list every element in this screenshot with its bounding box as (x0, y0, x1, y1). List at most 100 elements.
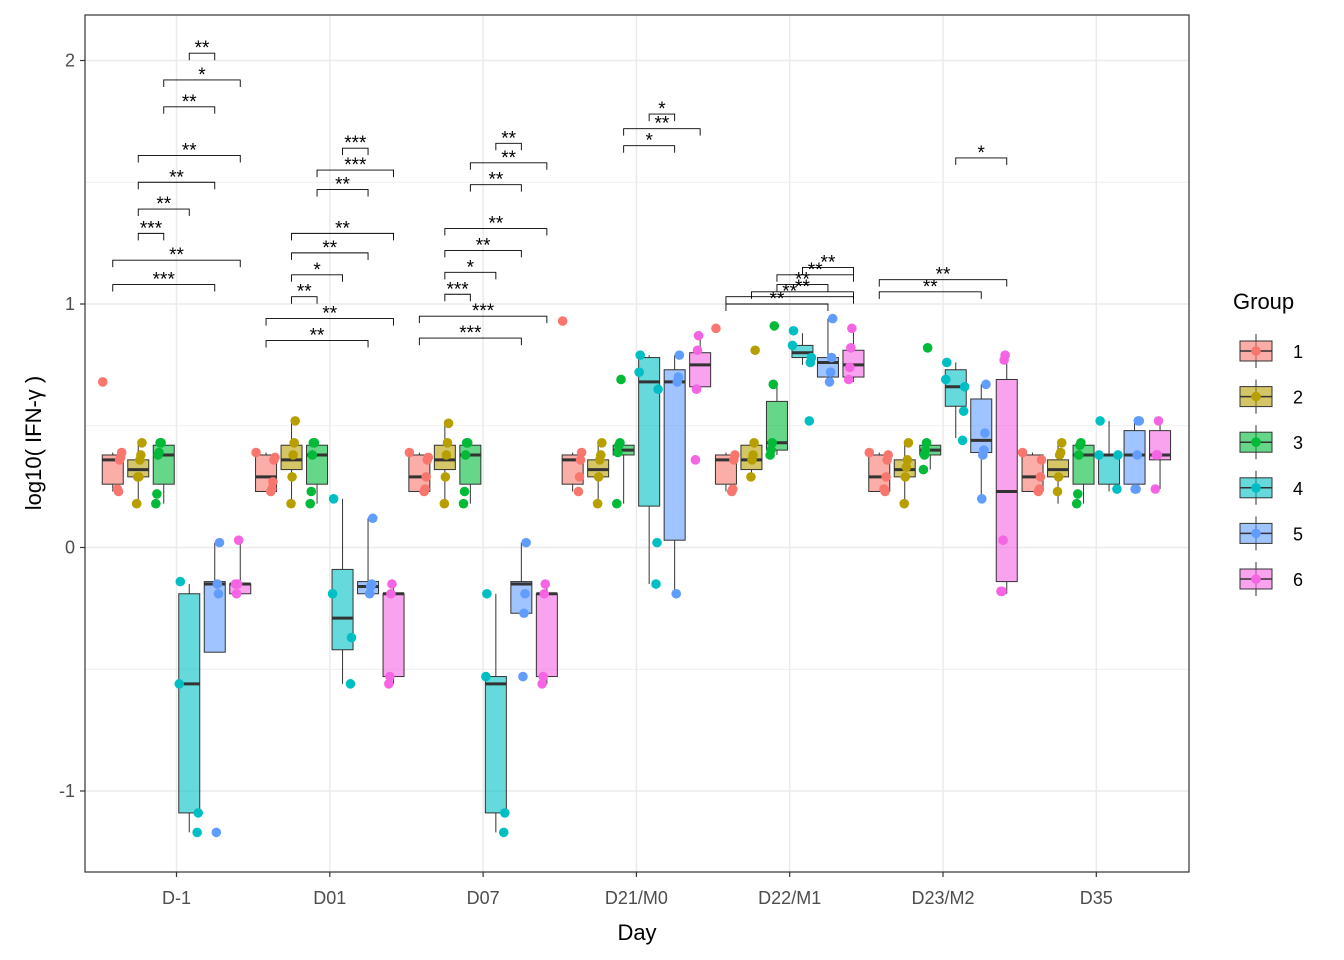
data-point (921, 437, 932, 448)
significance-bracket (648, 113, 676, 122)
significance-label: ** (488, 170, 503, 191)
data-point (593, 472, 604, 482)
significance-label: ** (182, 92, 197, 113)
significance-bracket (955, 157, 1008, 165)
significance-label: ** (808, 260, 823, 281)
legend-item-5: 5 (1239, 516, 1303, 551)
significance-label: ** (169, 167, 184, 188)
data-point (899, 498, 910, 509)
legend-label: 3 (1293, 433, 1303, 453)
legend: Group 1 2 3 4 5 6 (1233, 289, 1303, 596)
significance-label: *** (472, 301, 495, 322)
data-point (613, 447, 623, 458)
data-point (711, 323, 721, 334)
data-point (919, 450, 930, 460)
data-point (671, 588, 682, 599)
data-point (594, 455, 605, 465)
data-point (903, 437, 914, 448)
data-point (844, 362, 855, 373)
x-tick-label: D-1 (162, 888, 191, 908)
data-point (616, 374, 626, 385)
x-axis: D-1 D01 D07 D21/M0 D22/M1 D23/M2 D35 (162, 872, 1113, 908)
x-tick-label: D23/M2 (911, 888, 974, 908)
data-point (540, 579, 551, 589)
data-point (690, 455, 701, 465)
significance-bracket (112, 259, 241, 268)
box-group-6 (995, 355, 1018, 594)
data-point (367, 513, 378, 524)
data-point (847, 323, 857, 334)
significance-bracket (291, 252, 369, 260)
data-point (691, 384, 702, 395)
legend-key-point (1251, 346, 1261, 356)
y-axis-title: log10( IFN-γ ) (21, 376, 46, 510)
significance-bracket (444, 228, 548, 236)
box-group-5 (816, 318, 839, 382)
significance-label: *** (344, 133, 367, 154)
box-group-5 (663, 355, 686, 592)
data-point (1075, 440, 1085, 451)
data-point (193, 808, 203, 818)
significance-bracket (623, 128, 701, 136)
significance-bracket (623, 145, 676, 153)
significance-label: *** (447, 279, 470, 300)
data-point (404, 447, 415, 458)
box (663, 369, 686, 541)
box-group-6 (382, 584, 405, 684)
significance-label: * (645, 131, 653, 152)
significance-bracket (316, 169, 394, 178)
significance-bracket (291, 274, 343, 282)
data-point (958, 406, 969, 416)
significance-bracket (495, 142, 522, 151)
data-point (901, 462, 912, 472)
data-point (612, 498, 622, 509)
significance-label: ** (488, 214, 503, 235)
significance-label: ** (156, 194, 171, 215)
significance-label: ** (795, 270, 810, 291)
legend-item-1: 1 (1239, 334, 1303, 368)
significance-label: ** (936, 265, 951, 286)
data-point (1133, 416, 1144, 426)
significance-bracket (342, 147, 369, 156)
significance-bracket (469, 162, 548, 170)
data-point (672, 377, 683, 387)
data-point (460, 450, 471, 460)
data-point (746, 472, 756, 482)
data-point (592, 498, 603, 509)
data-point (1053, 472, 1064, 482)
data-point (131, 498, 142, 509)
legend-label: 2 (1293, 388, 1303, 408)
significance-label: ** (782, 282, 797, 303)
significance-label: ** (195, 38, 210, 59)
data-point (175, 576, 186, 587)
significance-layer: ****************************************… (112, 38, 1008, 348)
data-point (151, 498, 161, 509)
data-point (693, 330, 704, 341)
data-point (769, 321, 780, 331)
data-point (268, 476, 278, 487)
box-group-1 (868, 452, 891, 492)
data-point (726, 486, 737, 497)
legend-key-point (1251, 528, 1261, 539)
y-tick-label: -1 (59, 781, 75, 801)
significance-label: ** (335, 218, 350, 239)
data-point (1153, 416, 1164, 426)
data-point (768, 379, 779, 390)
data-point (537, 679, 547, 689)
significance-label: ** (182, 140, 197, 161)
data-point (365, 581, 376, 592)
y-axis: -1 0 1 2 (59, 51, 85, 801)
data-point (211, 827, 222, 838)
significance-label: ** (923, 277, 938, 298)
data-point (538, 671, 548, 682)
data-point (386, 588, 396, 599)
data-point (328, 494, 339, 504)
data-point (1056, 437, 1067, 448)
significance-label: ** (335, 175, 350, 196)
data-point (826, 352, 837, 363)
data-point (155, 437, 165, 448)
significance-label: ** (322, 304, 337, 325)
significance-bracket (265, 340, 369, 348)
significance-bracket (725, 303, 829, 311)
data-point (152, 489, 162, 499)
